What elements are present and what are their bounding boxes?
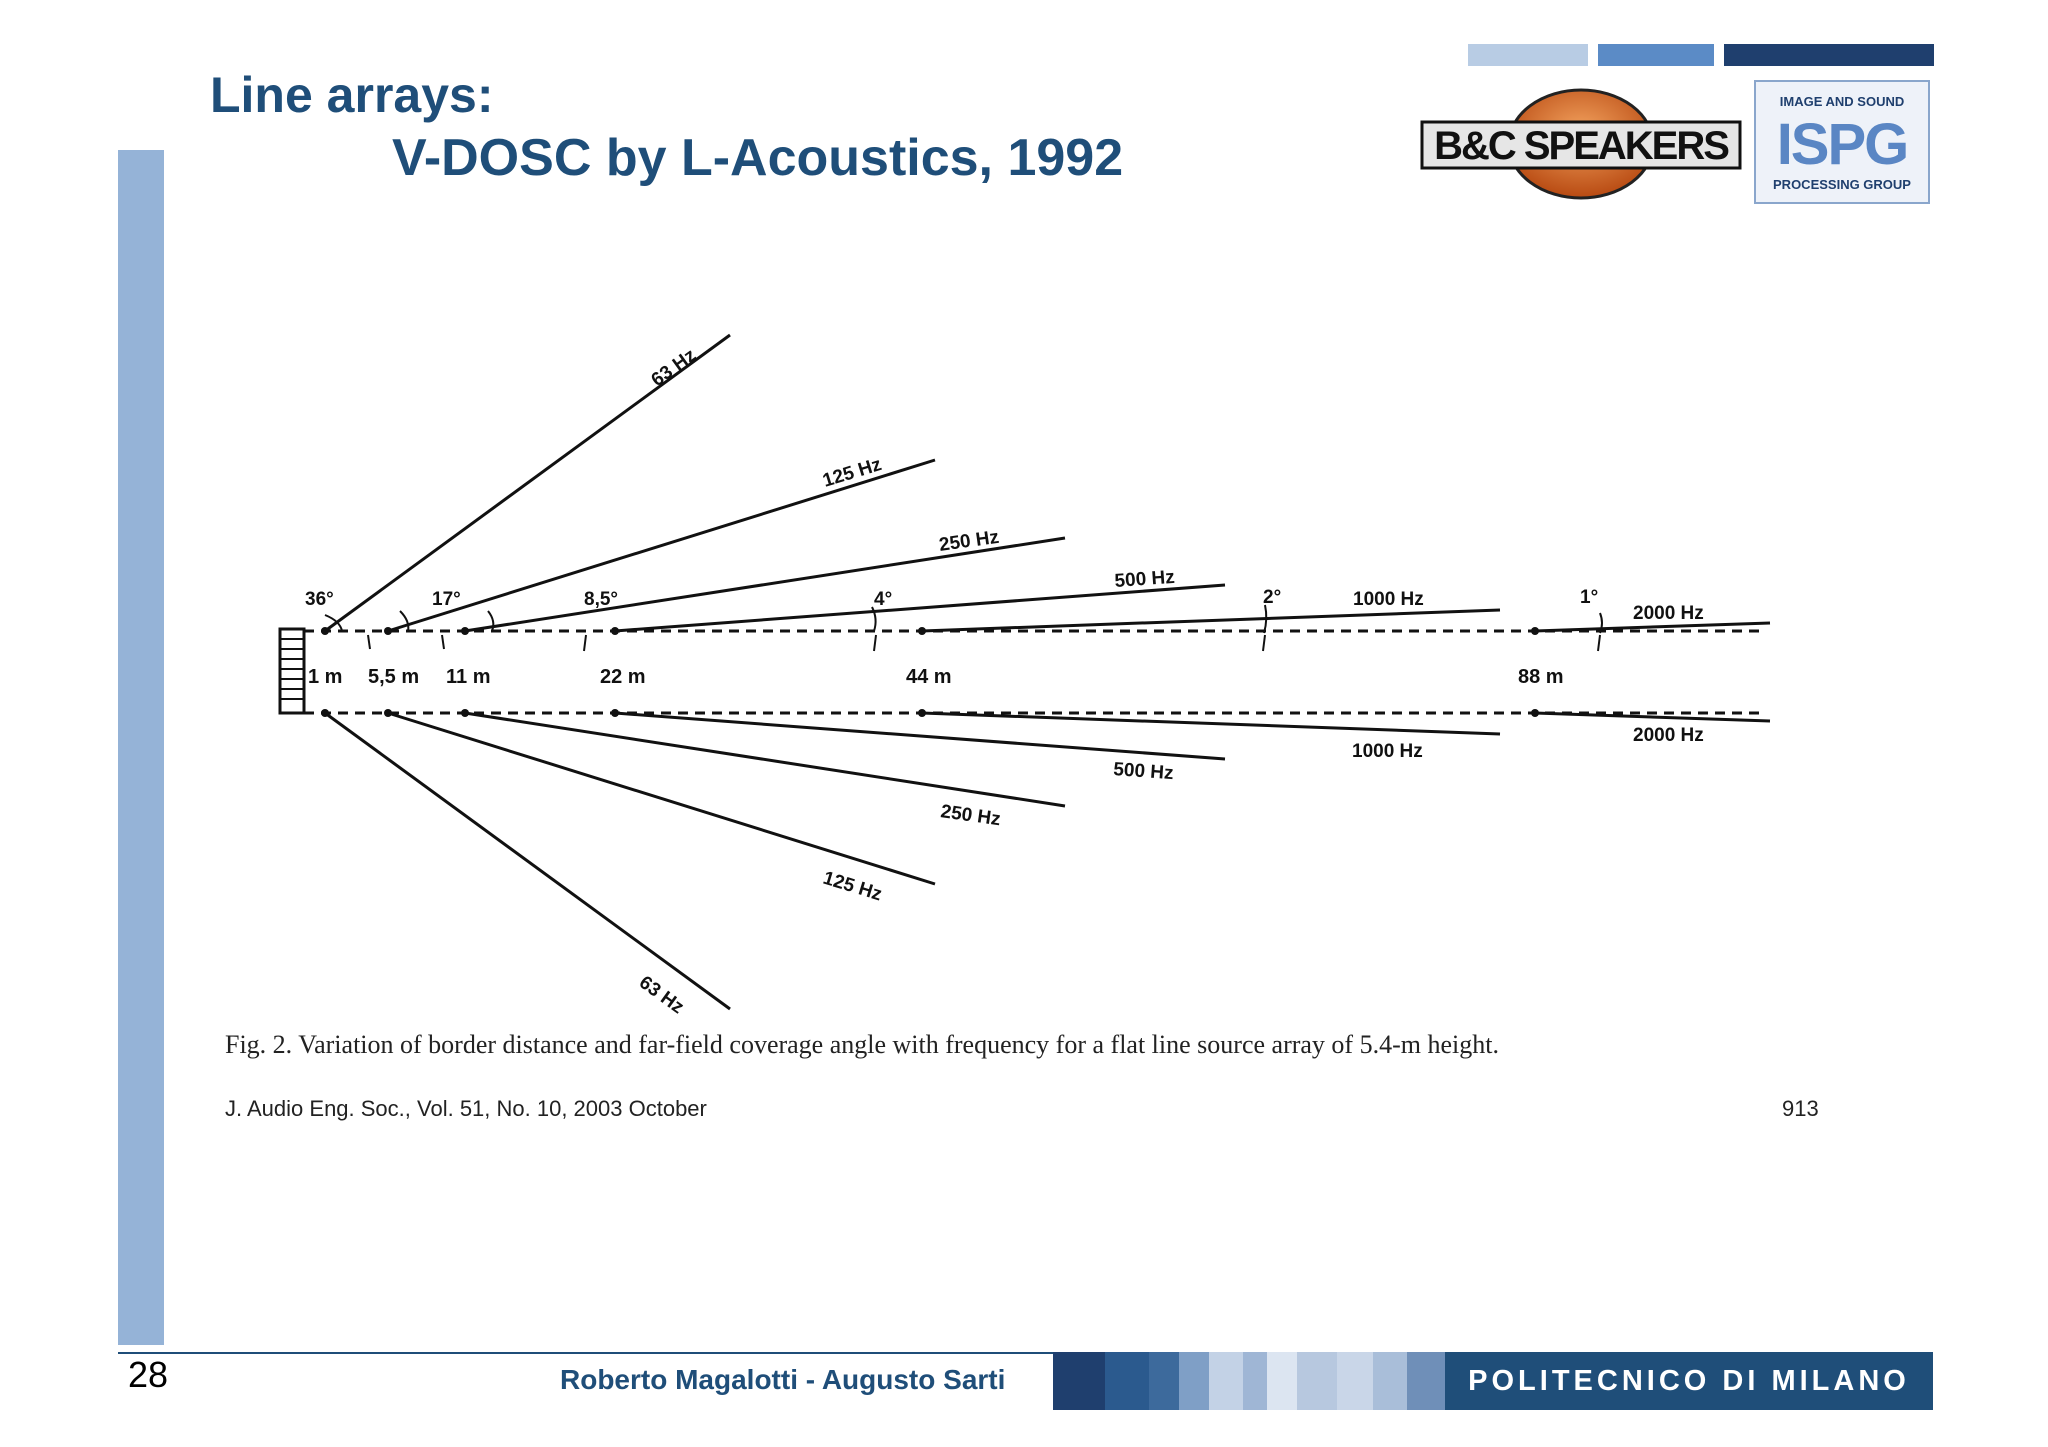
header-square-medium [1598,44,1714,66]
distance-label-88m: 88 m [1518,666,1564,688]
slide-subtitle: V-DOSC by L-Acoustics, 1992 [392,129,1124,187]
line-array-icon [278,627,306,715]
ray-lower-63 [324,711,731,1011]
institution-banner: POLITECNICO DI MILANO [1445,1352,1933,1410]
angle-arc-2 [1263,604,1268,634]
ray-lower-125 [387,711,936,886]
freq-upper-2000: 2000 Hz [1633,603,1704,624]
point-88m-lower [1531,709,1539,717]
header-square-dark [1724,44,1934,66]
point-44m-lower [918,709,926,717]
freq-upper-250: 250 Hz [938,527,1001,556]
point-22m-upper [611,627,619,635]
angle-label-4: 4° [874,589,892,610]
freq-lower-500: 500 Hz [1113,759,1175,784]
freq-lower-63: 63 Hz [635,972,688,1015]
header-square-light [1468,44,1588,66]
angle-arc-1 [1599,612,1603,634]
angle-label-17: 17° [432,589,461,610]
distance-label-1m: 1 m [308,666,342,688]
ray-lower-250 [464,711,1066,808]
freq-lower-125: 125 Hz [821,868,885,906]
angle-arc-17 [399,610,410,632]
point-44m-upper [918,627,926,635]
slide-number: 28 [128,1354,169,1395]
freq-upper-63: 63 Hz [648,345,701,391]
freq-upper-1000: 1000 Hz [1353,589,1424,610]
bc-speakers-logo: B&C SPEAKERS [1420,88,1742,200]
ispg-logo: IMAGE AND SOUND ISPG PROCESSING GROUP [1754,80,1930,204]
point-5m-upper [384,627,392,635]
angle-label-2: 2° [1263,587,1281,608]
point-22m-lower [611,709,619,717]
distance-label-11m: 11 m [446,666,490,688]
ray-upper-250 [464,536,1066,633]
distance-label-22m: 22 m [600,666,646,688]
freq-upper-500: 500 Hz [1114,567,1176,592]
coverage-diagram: 36° 17° 8,5° 4° 2° 1° 1 m 5,5 m 11 m 22 … [278,333,1771,1015]
slide-title: Line arrays: [210,67,494,123]
bc-logo-text: B&C SPEAKERS [1434,124,1729,168]
angle-label-8: 8,5° [584,589,618,610]
ispg-logo-top-text: IMAGE AND SOUND [1779,94,1905,109]
point-5m-lower [384,709,392,717]
ray-upper-1000 [921,608,1501,633]
figure-page-reference: 913 [1782,1096,1819,1121]
point-11m-upper [461,627,469,635]
distance-label-44m: 44 m [906,666,952,688]
angle-arc-36 [324,614,343,632]
freq-lower-2000: 2000 Hz [1633,725,1704,746]
freq-lower-1000: 1000 Hz [1352,741,1423,762]
ray-lower-1000 [921,711,1501,736]
figure-caption: Fig. 2. Variation of border distance and… [225,1030,1499,1059]
angle-arc-8 [487,610,495,632]
angle-label-36: 36° [305,589,334,610]
left-accent-bar [118,150,164,1345]
distance-label-5m: 5,5 m [368,666,419,688]
ray-upper-2000 [1534,621,1771,633]
ispg-logo-bottom-text: PROCESSING GROUP [1773,177,1911,192]
ray-upper-125 [387,458,936,633]
freq-lower-250: 250 Hz [939,801,1002,830]
point-1m-lower [321,709,329,717]
angle-label-1: 1° [1580,587,1598,608]
ray-lower-2000 [1534,711,1771,723]
ray-upper-500 [614,583,1226,633]
ray-lower-500 [614,711,1226,761]
footer-rule [118,1352,1053,1354]
point-11m-lower [461,709,469,717]
ray-upper-63 [324,333,731,633]
ispg-logo-letters: ISPG [1776,112,1910,177]
point-88m-upper [1531,627,1539,635]
footer-gradient-band [1053,1352,1933,1410]
angle-arc-4 [871,606,877,632]
point-1m-upper [321,627,329,635]
footer-authors: Roberto Magalotti - Augusto Sarti [560,1364,1006,1395]
figure-citation: J. Audio Eng. Soc., Vol. 51, No. 10, 200… [225,1096,707,1121]
